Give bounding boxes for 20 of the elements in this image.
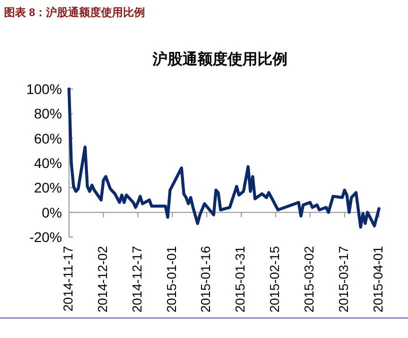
y-tick-label: 100% xyxy=(26,81,62,97)
y-tick-label: 60% xyxy=(34,130,62,146)
x-tick-label: 2015-01-31 xyxy=(232,246,248,312)
text: 图表 8：沪股通额度使用比例 xyxy=(4,6,146,19)
x-tick-label: 2015-04-01 xyxy=(370,246,386,312)
x-tick-label: 2014-12-17 xyxy=(129,246,144,312)
chart-title: 沪股通额度使用比例 xyxy=(152,50,288,68)
y-tick-label: -20% xyxy=(29,229,62,245)
y-tick-label: 80% xyxy=(34,106,62,122)
x-tick-label: 2015-01-01 xyxy=(164,246,179,312)
x-tick-label: 2015-02-15 xyxy=(267,246,282,312)
y-tick-label: 40% xyxy=(34,155,62,171)
line-series xyxy=(68,88,380,229)
y-tick-label: 0% xyxy=(42,204,62,220)
y-tick-label: 20% xyxy=(34,180,62,196)
x-tick-label: 2014-12-02 xyxy=(94,246,110,312)
x-tick-label: 2015-03-02 xyxy=(302,246,317,312)
x-tick-label: 2014-11-17 xyxy=(60,246,76,312)
x-tick-label: 2015-03-17 xyxy=(336,246,351,312)
x-tick-label: 2015-01-16 xyxy=(198,246,214,312)
